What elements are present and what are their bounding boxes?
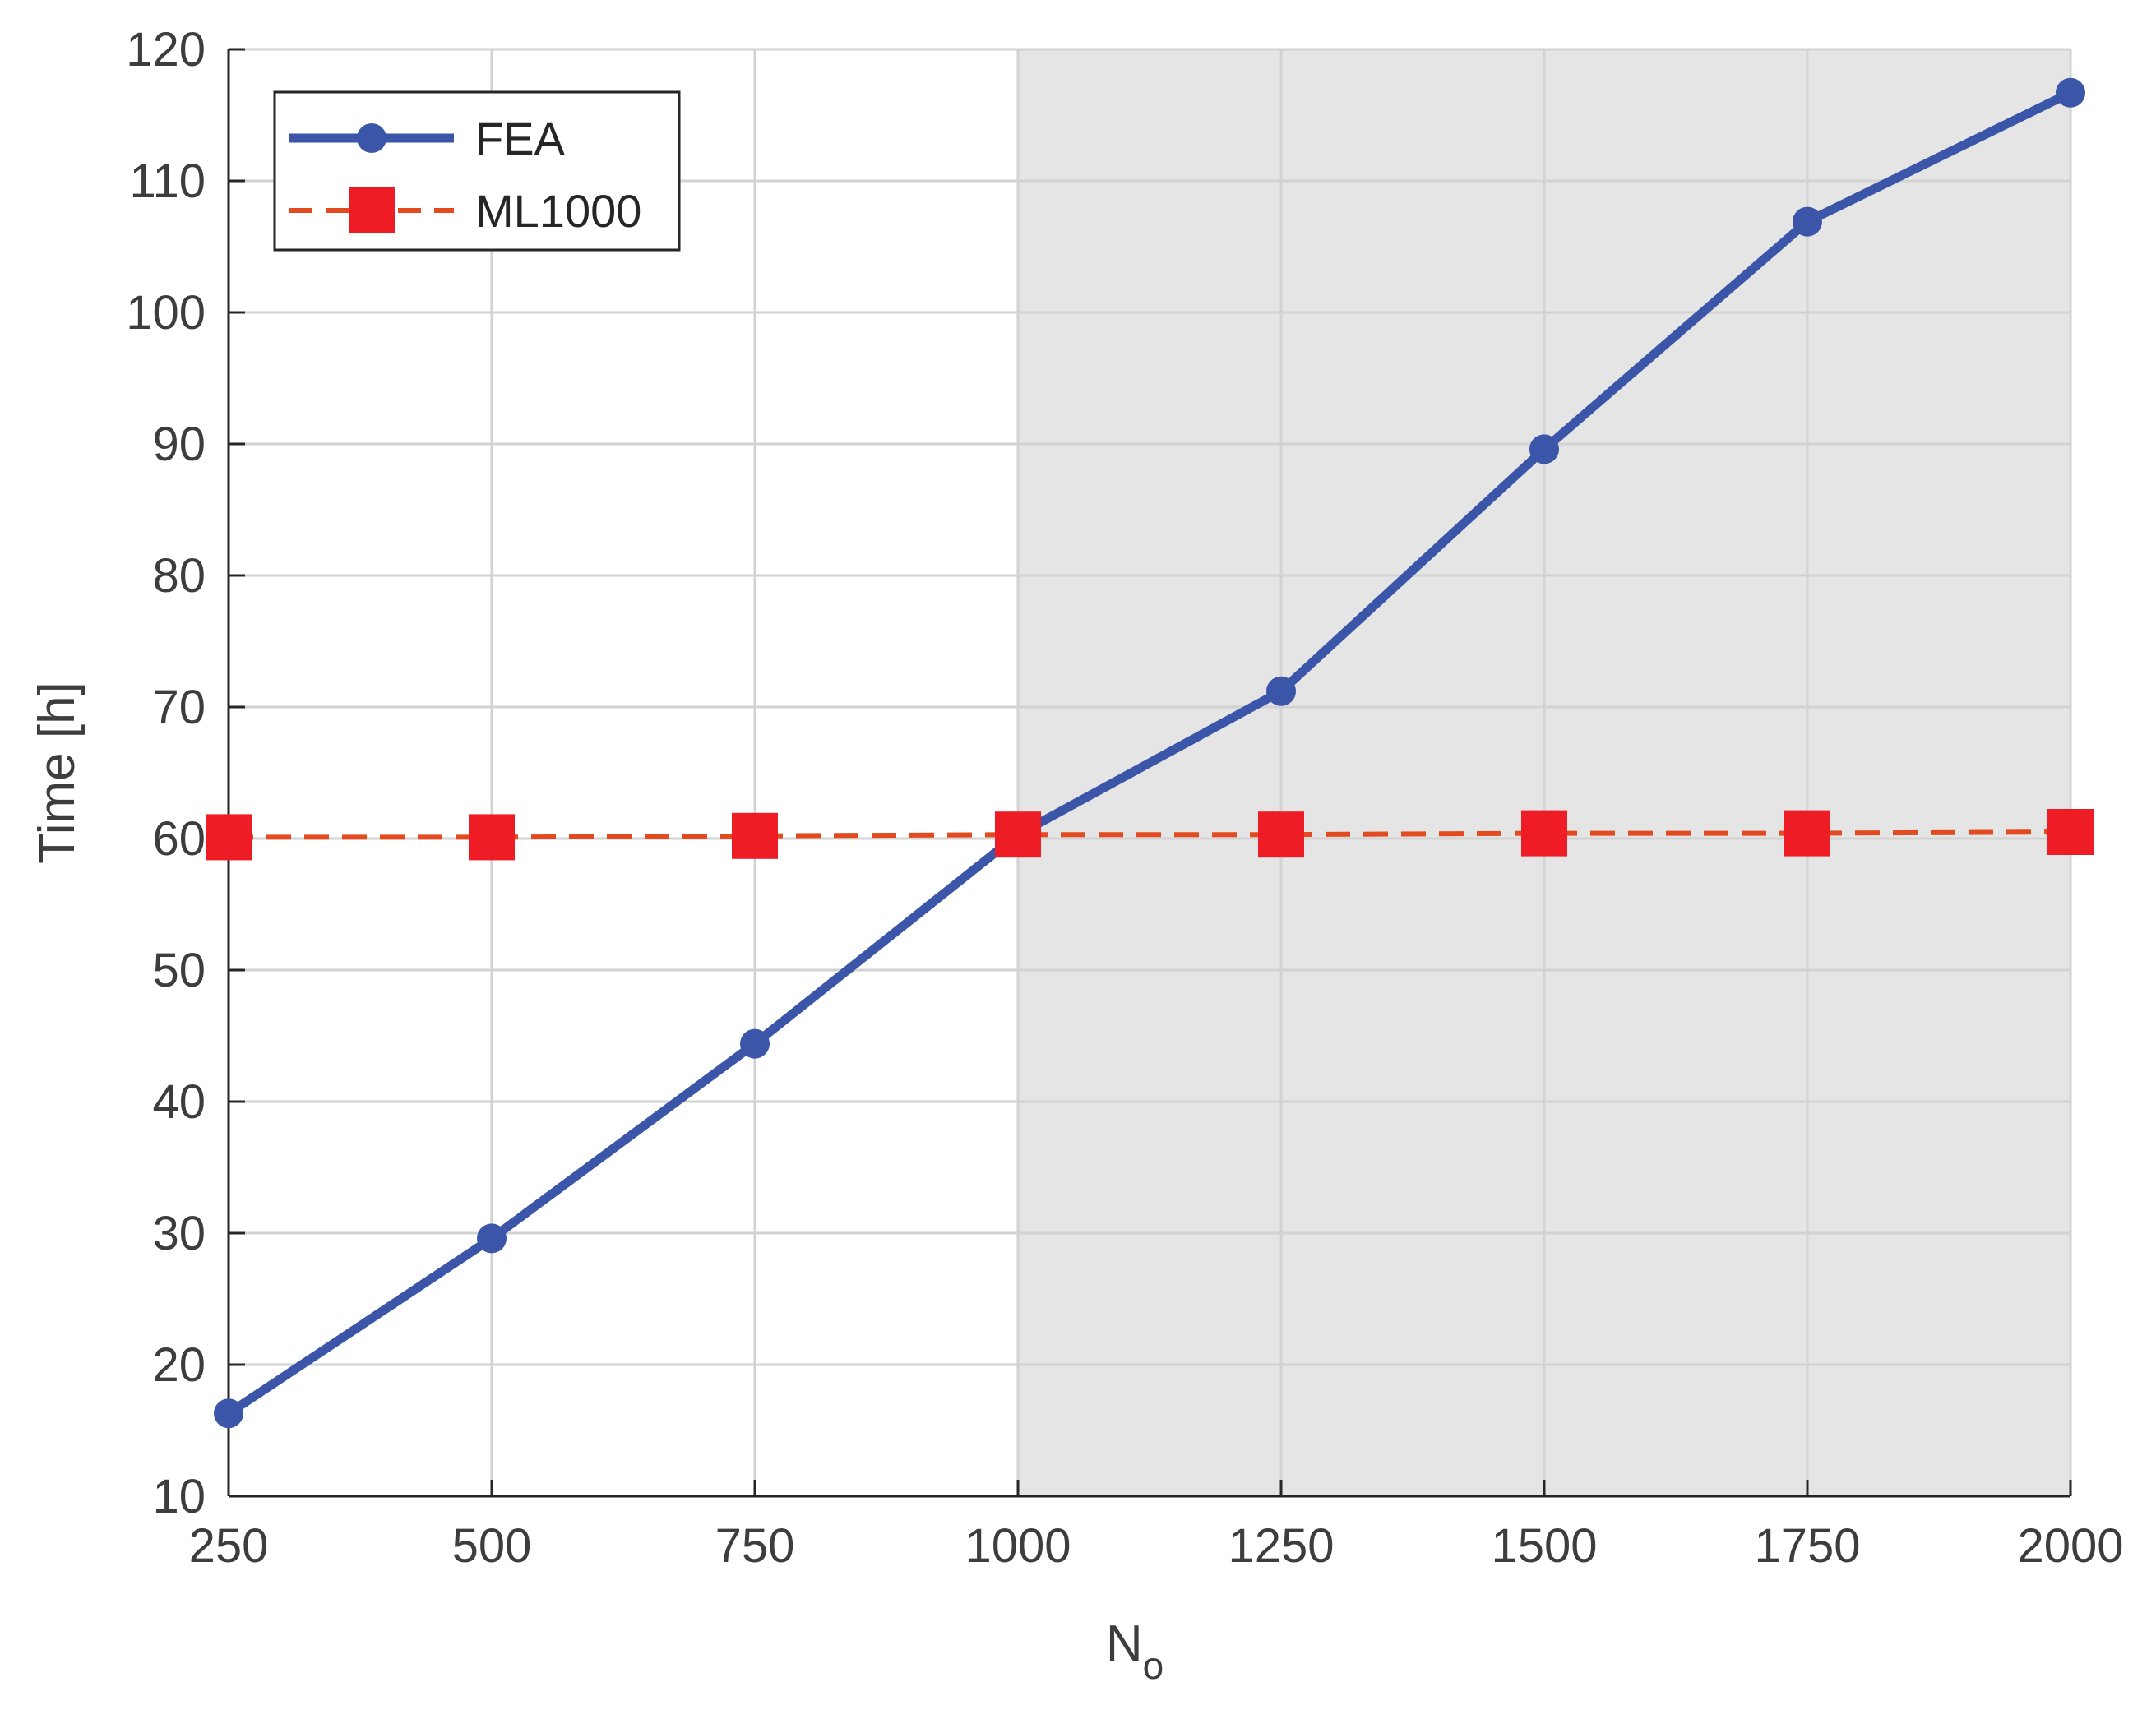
legend-box <box>273 90 681 252</box>
series-layer <box>206 77 2094 1429</box>
legend-label-fea: FEA <box>475 113 566 164</box>
axes <box>227 49 2070 1498</box>
x-axis-title-subscript: o <box>1143 1644 1164 1687</box>
data-point-ml1000 <box>1784 810 1830 857</box>
y-tick-label: 80 <box>152 549 206 603</box>
data-point-ml1000 <box>206 814 252 861</box>
y-tick-label: 10 <box>152 1470 206 1523</box>
data-point-ml1000 <box>2047 809 2094 855</box>
y-tick-label: 40 <box>152 1075 206 1129</box>
x-tick-label: 1250 <box>1228 1519 1334 1573</box>
y-tick-label: 90 <box>152 418 206 471</box>
y-tick-label: 30 <box>152 1207 206 1260</box>
x-tick-label: 250 <box>189 1519 269 1573</box>
x-tick-label: 1000 <box>965 1519 1071 1573</box>
y-tick-label: 100 <box>126 286 206 340</box>
legend-marker-fea <box>357 123 386 153</box>
y-tick-label: 20 <box>152 1338 206 1392</box>
y-tick-label: 120 <box>126 23 206 76</box>
y-tick-label: 70 <box>152 681 206 734</box>
data-point-fea <box>1529 434 1559 464</box>
y-tick-label: 110 <box>130 155 206 208</box>
data-point-ml1000 <box>1521 810 1567 857</box>
data-point-fea <box>477 1223 507 1254</box>
legend: FEA ML1000 <box>273 90 681 252</box>
data-point-fea <box>214 1398 243 1429</box>
x-tick-label: 1750 <box>1754 1519 1860 1573</box>
data-point-fea <box>2056 77 2085 108</box>
data-point-fea <box>1793 206 1822 237</box>
series-line-ml1000 <box>229 829 2071 840</box>
x-tick-label: 2000 <box>2017 1519 2123 1573</box>
grid-lines <box>227 48 2072 1498</box>
data-point-fea <box>740 1028 770 1059</box>
data-point-ml1000 <box>469 814 515 861</box>
y-axis-title: Time [h] <box>29 682 86 864</box>
x-axis-title: No <box>1106 1615 1164 1687</box>
x-tick-label: 1500 <box>1491 1519 1597 1573</box>
data-point-fea <box>1266 676 1296 706</box>
data-point-ml1000 <box>1258 811 1304 858</box>
data-point-ml1000 <box>732 812 778 859</box>
series-line-fea <box>225 88 2073 1417</box>
x-tick-label: 750 <box>715 1519 795 1573</box>
y-tick-label: 60 <box>152 812 206 866</box>
tick-labels: 250 500 750 1000 1250 1500 1750 2000 10 20 30 40 50 6… <box>126 23 2123 1573</box>
data-point-ml1000 <box>995 811 1041 858</box>
x-axis-title-main: N <box>1106 1615 1143 1672</box>
y-tick-label: 50 <box>152 944 206 997</box>
legend-label-ml1000: ML1000 <box>475 185 641 237</box>
x-tick-label: 500 <box>452 1519 532 1573</box>
legend-marker-ml1000 <box>349 187 395 233</box>
